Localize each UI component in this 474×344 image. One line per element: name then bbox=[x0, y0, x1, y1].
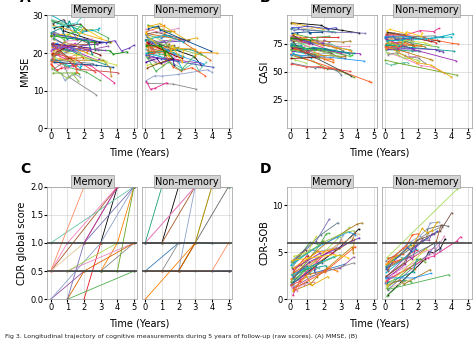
Text: Fig 3. Longitudinal trajectory of cognitive measurements during 5 years of follo: Fig 3. Longitudinal trajectory of cognit… bbox=[5, 334, 357, 339]
Title: Non-memory: Non-memory bbox=[155, 6, 219, 15]
Text: D: D bbox=[260, 162, 272, 176]
Title: Non-memory: Non-memory bbox=[395, 6, 458, 15]
Text: Time (Years): Time (Years) bbox=[349, 147, 410, 157]
Title: Memory: Memory bbox=[73, 6, 112, 15]
Title: Memory: Memory bbox=[312, 176, 352, 186]
Text: Time (Years): Time (Years) bbox=[109, 147, 170, 157]
Text: B: B bbox=[260, 0, 271, 5]
Text: A: A bbox=[20, 0, 31, 5]
Title: Memory: Memory bbox=[312, 6, 352, 15]
Title: Non-memory: Non-memory bbox=[395, 176, 458, 186]
Y-axis label: CDR global score: CDR global score bbox=[18, 201, 27, 284]
Text: Time (Years): Time (Years) bbox=[109, 318, 170, 328]
Title: Non-memory: Non-memory bbox=[155, 176, 219, 186]
Y-axis label: MMSE: MMSE bbox=[20, 57, 30, 86]
Title: Memory: Memory bbox=[73, 176, 112, 186]
Text: Time (Years): Time (Years) bbox=[349, 318, 410, 328]
Text: C: C bbox=[20, 162, 31, 176]
Y-axis label: CDR-SOB: CDR-SOB bbox=[260, 221, 270, 266]
Y-axis label: CASI: CASI bbox=[260, 61, 270, 83]
